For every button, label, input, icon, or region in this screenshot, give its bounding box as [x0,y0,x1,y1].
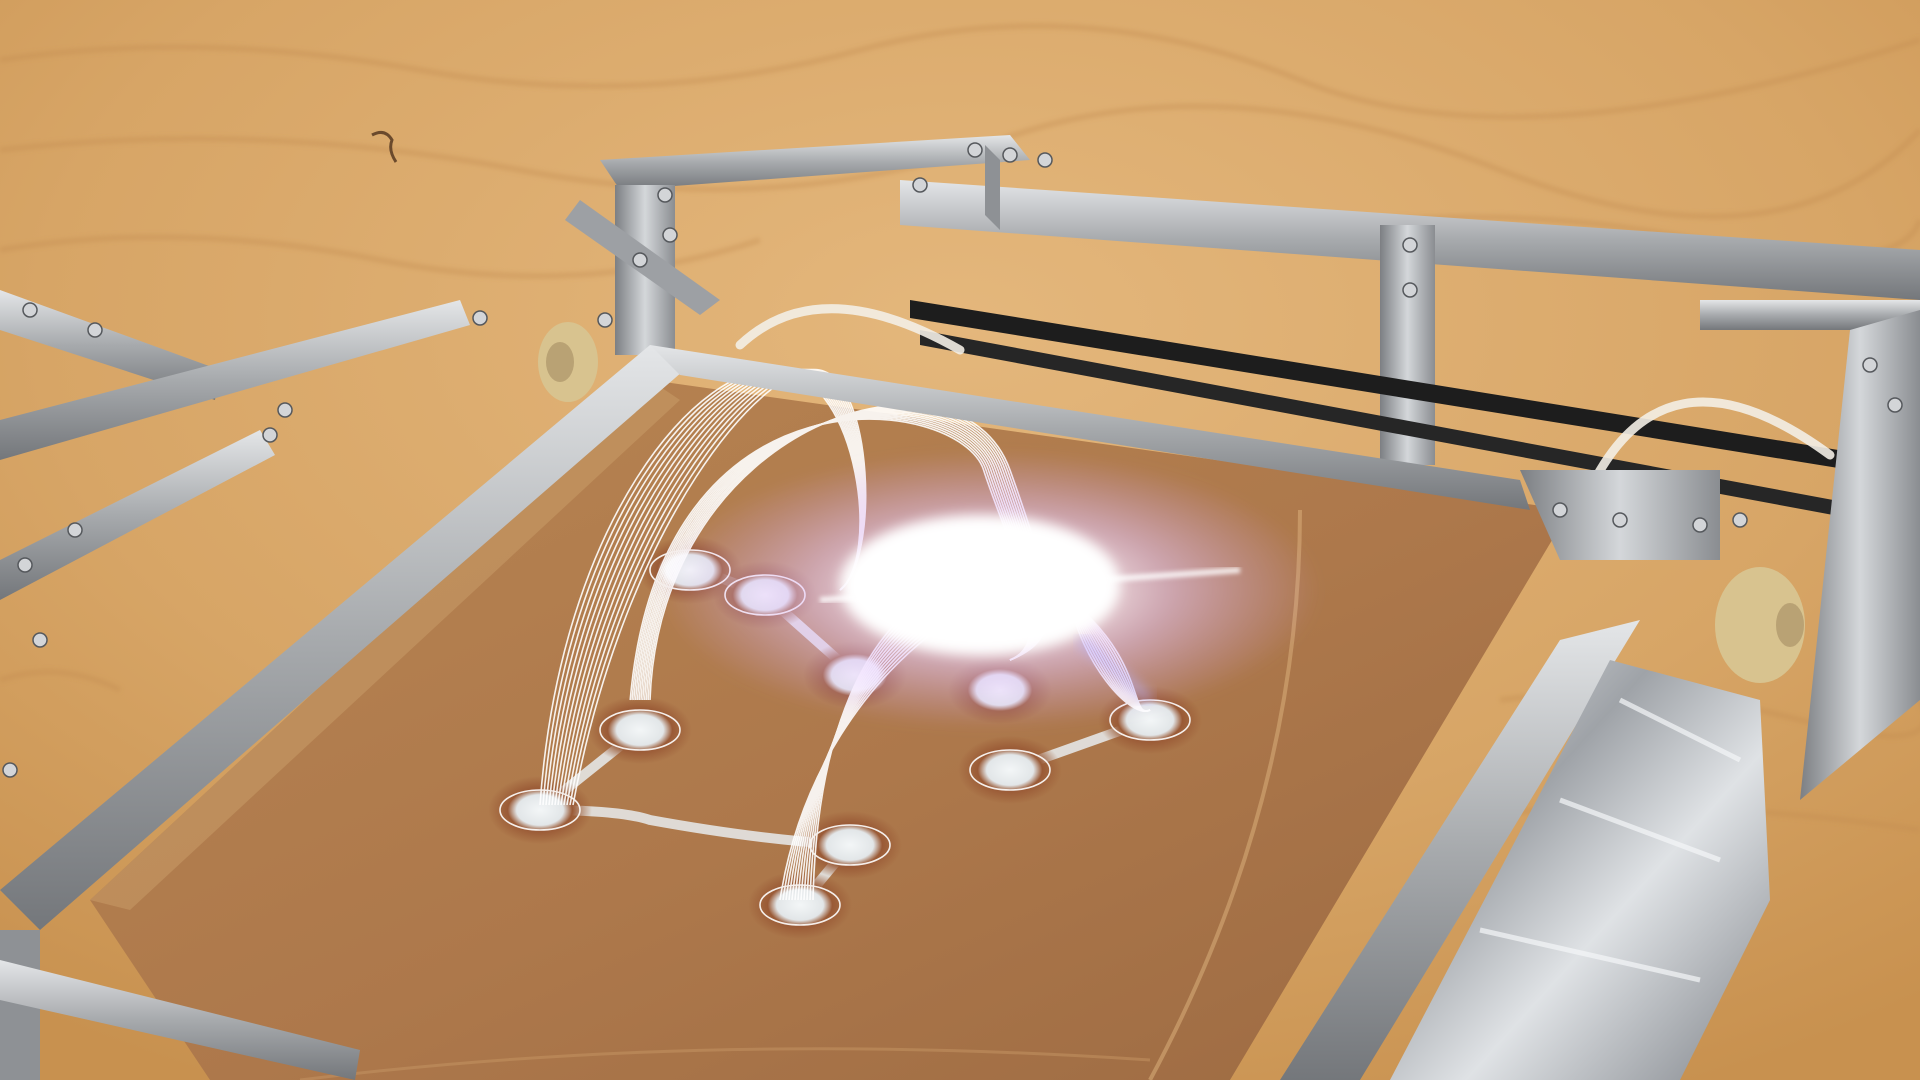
sintered-node [588,696,692,764]
bolt [597,312,613,328]
bolt [1402,237,1418,253]
bolt [1612,512,1628,528]
bolt [657,187,673,203]
frame-bolts [2,142,1903,778]
wireframe-ring [809,824,891,866]
sintered-node [798,811,902,879]
bolt [17,557,33,573]
sintered-node [958,736,1062,804]
bolt [912,177,928,193]
bolt [1552,502,1568,518]
bolt [2,762,18,778]
bolt [1402,282,1418,298]
bolt [662,227,678,243]
wheel-right [1715,567,1805,683]
bolt [1037,152,1053,168]
bolt [1732,512,1748,528]
bolt [1692,517,1708,533]
bolt [632,252,648,268]
left-braces [0,200,720,600]
wireframe-ring [599,709,681,751]
bolt [32,632,48,648]
wireframe-ring [759,884,841,926]
foil-wrap [1390,660,1770,1080]
air-tubes [735,304,1835,505]
wireframe-ring [499,789,581,831]
sintered-node [748,871,852,939]
bolt [22,302,38,318]
wheel-left [538,322,598,402]
laser-glare [660,450,1320,730]
front-frame [0,300,1920,1080]
twig [371,130,398,163]
bolt [87,322,103,338]
bolt [262,427,278,443]
bolt [1862,357,1878,373]
bolt [1002,147,1018,163]
bolt [67,522,83,538]
wireframe-ring [969,749,1051,791]
bolt [277,402,293,418]
bolt [1887,397,1903,413]
bolt [967,142,983,158]
bolt [472,310,488,326]
